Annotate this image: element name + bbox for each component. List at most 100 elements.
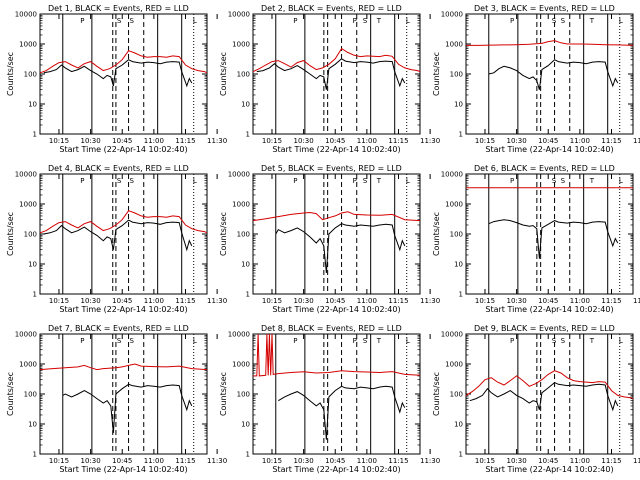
series-lld-line [253, 333, 421, 377]
chart-panel-3: 1 10 100 1000 10000 10:15 10:30 10:45 11:00 11:15… [432, 4, 640, 154]
marker-label: P [510, 17, 514, 25]
chart-panel-6: 1 10 100 1000 10000 10:15 10:30 10:45 11:00 11:15… [432, 164, 640, 314]
marker-label: S [552, 177, 557, 185]
y-tick-label: 1000 [445, 361, 463, 369]
y-axis-label: Counts/sec [432, 212, 441, 256]
x-tick-label: 10:45 [538, 297, 558, 305]
marker-label: S [117, 337, 122, 345]
chart-panel-4: 1 10 100 1000 10000 10:15 10:30 10:45 11:00 11:15… [6, 164, 227, 314]
series-events-line [62, 383, 193, 434]
x-tick-label: 10:15 [49, 457, 69, 465]
marker-label: P [293, 17, 297, 25]
marker-label: S [363, 17, 368, 25]
x-tick-label: 11:00 [144, 457, 164, 465]
x-tick-label: 10:45 [538, 137, 558, 145]
series-lld-line [39, 50, 208, 74]
x-tick-label: 10:15 [262, 137, 282, 145]
x-tick-label: 11:30 [207, 297, 227, 305]
series-events-line [43, 59, 193, 88]
marker-label: S [117, 177, 122, 185]
x-tick-label: 10:30 [294, 137, 314, 145]
marker-label: L [406, 337, 410, 345]
x-tick-label: 10:45 [112, 297, 132, 305]
series-events-line [488, 59, 619, 90]
x-tick-label: 11:00 [357, 457, 377, 465]
x-tick-label: 10:30 [507, 457, 527, 465]
marker-label: T [376, 177, 382, 185]
y-tick-label: 10000 [441, 11, 463, 19]
chart-title: Det 8, BLACK = Events, RED = LLD [261, 324, 402, 333]
x-axis-label: Start Time (22-Apr-14 10:02:40) [59, 145, 187, 154]
x-tick-label: 11:15 [601, 457, 621, 465]
series-events-line [469, 382, 619, 412]
y-tick-label: 1000 [19, 201, 37, 209]
y-tick-label: 10 [28, 261, 37, 269]
marker-label: P [80, 177, 84, 185]
marker-label: S [363, 337, 368, 345]
marker-label: L [406, 177, 410, 185]
y-tick-label: 10 [454, 261, 463, 269]
x-axis-label: Start Time (22-Apr-14 10:02:40) [272, 145, 400, 154]
x-tick-label: 10:30 [507, 297, 527, 305]
y-axis-label: Counts/sec [6, 52, 15, 96]
y-tick-label: 1 [459, 131, 463, 139]
y-tick-label: 1000 [19, 41, 37, 49]
y-tick-label: 1 [33, 451, 37, 459]
x-tick-label: 11:15 [175, 297, 195, 305]
y-tick-label: 1 [459, 451, 463, 459]
series-events-line [275, 223, 406, 274]
x-tick-label: 11:15 [175, 457, 195, 465]
x-tick-label: 10:15 [475, 137, 495, 145]
marker-label: P [510, 337, 514, 345]
y-tick-label: 10 [241, 261, 250, 269]
y-tick-label: 100 [237, 231, 250, 239]
x-tick-label: 10:30 [294, 457, 314, 465]
marker-label: S [552, 17, 557, 25]
y-tick-label: 1 [33, 131, 37, 139]
x-axis-label: Start Time (22-Apr-14 10:02:40) [59, 465, 187, 474]
y-tick-label: 1 [459, 291, 463, 299]
x-tick-label: 11:30 [207, 457, 227, 465]
marker-label: T [376, 17, 382, 25]
x-tick-label: 11:00 [357, 297, 377, 305]
x-tick-label: 11:15 [175, 137, 195, 145]
x-axis-label: Start Time (22-Apr-14 10:02:40) [272, 465, 400, 474]
chart-panel-5: 1 10 100 1000 10000 10:15 10:30 10:45 11:00 11:15… [219, 164, 440, 314]
y-axis-label: Counts/sec [219, 212, 228, 256]
x-tick-label: 10:30 [294, 297, 314, 305]
x-tick-label: 11:00 [570, 137, 590, 145]
series-events-line [488, 219, 619, 259]
marker-label: S [561, 337, 566, 345]
x-tick-label: 11:00 [570, 457, 590, 465]
y-tick-label: 1 [246, 291, 250, 299]
x-axis-label: Start Time (22-Apr-14 10:02:40) [272, 305, 400, 314]
marker-label: L [193, 177, 197, 185]
marker-label: S [561, 177, 566, 185]
marker-label: L [406, 17, 410, 25]
y-tick-label: 1 [246, 131, 250, 139]
marker-label: P [353, 177, 357, 185]
x-tick-label: 11:00 [357, 137, 377, 145]
y-tick-label: 100 [450, 231, 463, 239]
y-tick-label: 100 [24, 231, 37, 239]
chart-panel-1: 1 10 100 1000 10000 10:15 10:30 10:45 11:00 11:15… [6, 4, 227, 154]
chart-panel-2: 1 10 100 1000 10000 10:15 10:30 10:45 11:00 11:15… [219, 4, 440, 154]
x-tick-label: 11:15 [601, 297, 621, 305]
y-tick-label: 10000 [228, 171, 250, 179]
marker-label: S [552, 337, 557, 345]
x-tick-label: 10:30 [507, 137, 527, 145]
y-tick-label: 10000 [15, 171, 37, 179]
marker-label: S [363, 177, 368, 185]
y-tick-label: 10000 [441, 331, 463, 339]
x-tick-label: 10:45 [325, 297, 345, 305]
series-lld-line [252, 47, 421, 73]
x-tick-label: 10:15 [475, 297, 495, 305]
y-tick-label: 1000 [445, 201, 463, 209]
chart-panel-9: 1 10 100 1000 10000 10:15 10:30 10:45 11:00 11:15… [432, 324, 640, 474]
y-axis-label: Counts/sec [6, 372, 15, 416]
y-tick-label: 10 [28, 101, 37, 109]
marker-label: L [619, 177, 623, 185]
x-tick-label: 10:15 [49, 297, 69, 305]
chart-title: Det 5, BLACK = Events, RED = LLD [261, 164, 402, 173]
chart-title: Det 3, BLACK = Events, RED = LLD [474, 4, 615, 13]
